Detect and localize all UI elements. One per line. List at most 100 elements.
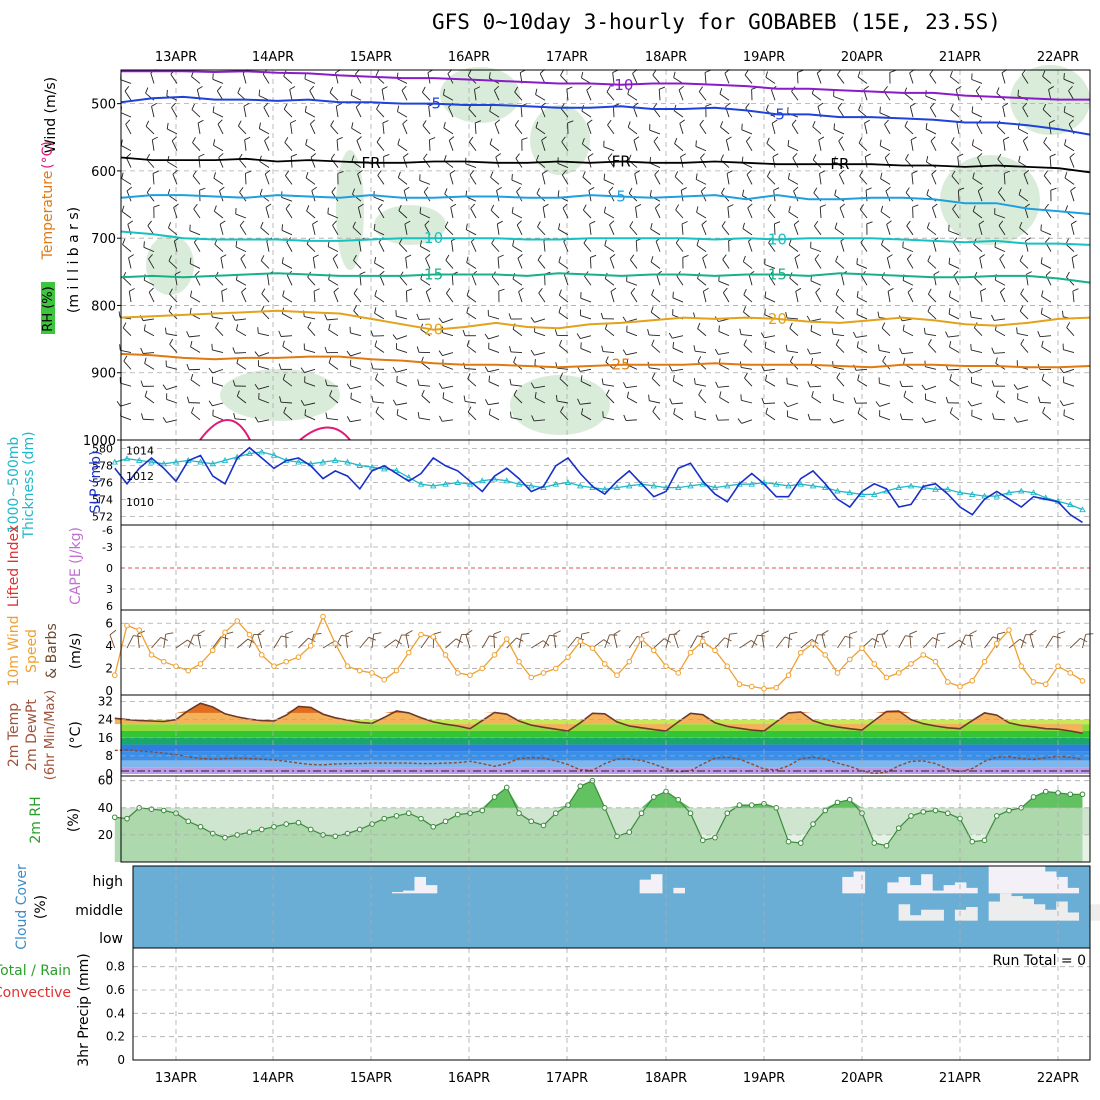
barb-feather xyxy=(764,341,767,348)
barb-staff xyxy=(865,190,868,202)
barb-staff xyxy=(418,318,431,320)
barb-feather xyxy=(419,240,422,247)
wind-barb xyxy=(865,187,872,202)
wind-barb xyxy=(566,86,573,101)
barb-staff xyxy=(881,327,891,337)
wind-barb xyxy=(405,254,412,269)
barb-staff xyxy=(562,207,569,219)
wind-barb xyxy=(402,153,409,168)
barb-staff xyxy=(742,228,753,236)
wind-barb xyxy=(696,206,707,219)
barb-staff xyxy=(538,292,546,303)
wind-barb xyxy=(747,203,753,219)
wind-barb xyxy=(309,85,316,101)
barb-staff xyxy=(922,637,933,649)
barb-staff xyxy=(282,313,293,320)
barb-staff xyxy=(236,329,247,337)
barb-feather xyxy=(654,170,660,176)
barb-staff xyxy=(481,635,490,649)
barb-feather xyxy=(397,171,401,178)
wind-barb xyxy=(925,123,937,135)
isotherm-label: -5 xyxy=(770,105,785,123)
wind-speed-point xyxy=(1067,670,1074,676)
barb-feather xyxy=(719,391,722,398)
barb-feather xyxy=(681,221,688,225)
barb-feather xyxy=(489,635,497,638)
wind-barb xyxy=(120,409,132,421)
wind-barb xyxy=(396,343,408,353)
wind-barb xyxy=(926,222,937,236)
wind-barb xyxy=(627,88,638,101)
barb-staff xyxy=(697,328,707,337)
precip-tick: 0.2 xyxy=(106,1030,125,1044)
barb-staff xyxy=(488,402,500,406)
barb-staff xyxy=(925,366,937,370)
wind-barb xyxy=(698,86,707,101)
barb-feather xyxy=(743,306,747,313)
wind-barb xyxy=(932,237,939,252)
barb-staff xyxy=(374,262,385,269)
barb-staff xyxy=(468,108,477,118)
barb-feather xyxy=(232,347,236,354)
barb-staff xyxy=(540,106,546,118)
barb-staff xyxy=(791,124,799,135)
thickness-tick: 580 xyxy=(92,443,113,456)
barb-feather xyxy=(304,409,307,416)
barb-feather xyxy=(310,153,317,158)
barb-staff xyxy=(665,634,671,649)
barb-feather xyxy=(724,637,732,642)
barb-feather xyxy=(878,344,880,351)
wind-barb xyxy=(467,373,477,387)
wind-barb xyxy=(886,220,892,235)
barb-staff xyxy=(307,327,316,337)
surface-wind-barb xyxy=(163,632,174,649)
barb-feather xyxy=(508,313,512,320)
barb-staff xyxy=(726,173,730,185)
barb-feather xyxy=(745,136,751,142)
barb-feather xyxy=(700,186,706,192)
wind-barb xyxy=(819,170,826,185)
wind-barb xyxy=(554,329,569,337)
rh2m-unit: (%) xyxy=(66,808,82,832)
barb-feather xyxy=(1071,220,1077,225)
barb-feather xyxy=(186,396,190,403)
wind-barb xyxy=(807,413,821,421)
rh-point xyxy=(810,821,816,827)
barb-staff xyxy=(419,384,431,387)
barb-staff xyxy=(148,292,155,303)
run-total: Run Total = 0 xyxy=(992,953,1086,969)
barb-feather xyxy=(261,288,266,295)
wind-barb xyxy=(721,220,730,236)
wind-barb xyxy=(927,288,937,303)
wind-barb xyxy=(727,204,734,219)
barb-staff xyxy=(584,276,592,286)
barb-feather xyxy=(498,288,505,292)
barb-feather xyxy=(329,390,333,397)
barb-staff xyxy=(604,278,615,286)
barb-feather xyxy=(1004,170,1011,174)
barb-staff xyxy=(152,173,155,185)
barb-staff xyxy=(123,360,132,370)
barb-feather xyxy=(590,254,597,258)
barb-feather xyxy=(742,255,746,262)
barb-feather xyxy=(701,220,707,225)
barb-feather xyxy=(950,104,954,110)
barb-staff xyxy=(1070,224,1075,235)
wind-barb xyxy=(972,205,983,219)
wind-barb xyxy=(679,119,685,135)
barb-staff xyxy=(328,329,339,337)
wind-barb xyxy=(282,290,293,303)
barb-feather xyxy=(509,346,512,353)
barb-staff xyxy=(191,76,201,84)
barb-staff xyxy=(282,379,293,387)
li-tick: 3 xyxy=(106,583,113,596)
barb-feather xyxy=(880,172,883,179)
barb-staff xyxy=(259,128,270,135)
wind-barb xyxy=(537,221,546,236)
wind-barb xyxy=(215,322,224,337)
barb-staff xyxy=(403,190,408,202)
barb-staff xyxy=(537,226,546,236)
rh-point xyxy=(846,796,853,803)
rh-shading xyxy=(336,150,364,270)
surface-wind-barb xyxy=(959,634,974,649)
